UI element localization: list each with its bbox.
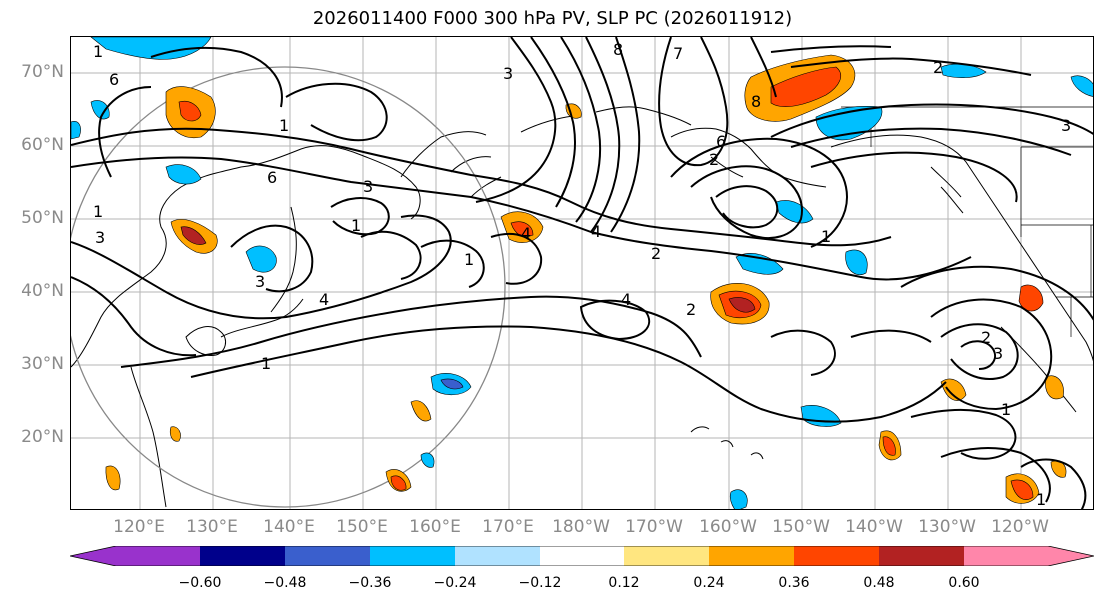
contour-label: 2 — [651, 244, 661, 263]
colorbar-segment — [709, 546, 794, 566]
lon-label-160e: 160°E — [409, 517, 461, 537]
contour-label: 4 — [319, 290, 329, 309]
lon-label-120e: 120°E — [113, 517, 165, 537]
contour-label: 7 — [673, 44, 683, 63]
contour-label: 4 — [591, 222, 601, 241]
lat-label-70n: 70°N — [21, 62, 64, 82]
lat-label-60n: 60°N — [21, 135, 64, 155]
contour-label: 3 — [503, 64, 513, 83]
contour-labels: 1 6 1 1 3 6 3 3 1 4 4 4 4 2 2 1 8 7 3 6 … — [93, 40, 1071, 509]
colorbar-segment — [624, 546, 709, 566]
lat-label-50n: 50°N — [21, 208, 64, 228]
lat-label-30n: 30°N — [21, 354, 64, 374]
contour-label: 3 — [95, 228, 105, 247]
lon-label-170w: 170°W — [625, 517, 683, 537]
contour-label: 6 — [716, 132, 726, 151]
contour-label: 3 — [255, 272, 265, 291]
colorbar-segment — [200, 546, 285, 566]
colorbar — [70, 546, 1094, 566]
lon-label-170e: 170°E — [482, 517, 534, 537]
lon-label-120w: 120°W — [991, 517, 1049, 537]
contour-label: 3 — [1061, 116, 1071, 135]
contour-label: 2 — [709, 150, 719, 169]
lat-label-20n: 20°N — [21, 427, 64, 447]
colorbar-tick: −0.24 — [433, 575, 477, 591]
contours — [71, 37, 1093, 509]
colorbar-tick: 0.60 — [948, 575, 980, 591]
colorbar-tick: −0.60 — [178, 575, 222, 591]
contour-label: 8 — [613, 40, 623, 59]
contour-label: 1 — [279, 116, 289, 135]
lon-label-130e: 130°E — [186, 517, 238, 537]
contour-label: 1 — [1001, 400, 1011, 419]
map-svg: 1 6 1 1 3 6 3 3 1 4 4 4 4 2 2 1 8 7 3 6 … — [71, 37, 1093, 509]
range-circle — [71, 66, 506, 508]
lon-label-180w: 180°W — [552, 517, 610, 537]
contour-label: 8 — [751, 92, 761, 111]
lon-label-140e: 140°E — [263, 517, 315, 537]
lat-label-40n: 40°N — [21, 281, 64, 301]
lon-label-150e: 150°E — [336, 517, 388, 537]
contour-label: 1 — [1036, 490, 1046, 509]
colorbar-tick: 0.48 — [863, 575, 895, 591]
contour-label: 1 — [261, 354, 271, 373]
contour-label: 1 — [93, 202, 103, 221]
colorbar-extend-high — [964, 546, 1094, 566]
colorbar-segment — [879, 546, 964, 566]
contour-label: 2 — [981, 328, 991, 347]
colorbar-tick: −0.48 — [263, 575, 307, 591]
lon-label-150w: 150°W — [772, 517, 830, 537]
map-title: 2026011400 F000 300 hPa PV, SLP PC (2026… — [312, 8, 793, 29]
colorbar-segment — [370, 546, 455, 566]
map-panel: 1 6 1 1 3 6 3 3 1 4 4 4 4 2 2 1 8 7 3 6 … — [70, 36, 1094, 510]
colorbar-segment — [455, 546, 540, 566]
contour-label: 4 — [521, 224, 531, 243]
colorbar-tick: 0.36 — [778, 575, 810, 591]
colorbar-segment — [794, 546, 879, 566]
colorbar-tick: 0.12 — [608, 575, 640, 591]
colorbar-extend-low — [70, 546, 200, 566]
contour-label: 3 — [363, 177, 373, 196]
colorbar-segment — [540, 546, 624, 566]
contour-label: 6 — [267, 168, 277, 187]
contour-label: 1 — [464, 250, 474, 269]
contour-label: 6 — [109, 70, 119, 89]
contour-label: 3 — [993, 344, 1003, 363]
colorbar-segment — [285, 546, 370, 566]
lon-label-160w: 160°W — [699, 517, 757, 537]
borders — [841, 106, 1093, 337]
colorbar-tick: 0.24 — [693, 575, 725, 591]
lon-label-140w: 140°W — [845, 517, 903, 537]
contour-label: 2 — [686, 300, 696, 319]
contour-label: 4 — [621, 290, 631, 309]
colorbar-tick: −0.36 — [348, 575, 392, 591]
lon-label-130w: 130°W — [918, 517, 976, 537]
contour-label: 1 — [93, 42, 103, 61]
contour-label: 2 — [933, 58, 943, 77]
contour-label: 1 — [821, 227, 831, 246]
contour-label: 1 — [351, 216, 361, 235]
colorbar-tick: −0.12 — [518, 575, 562, 591]
graticule — [71, 37, 1093, 509]
